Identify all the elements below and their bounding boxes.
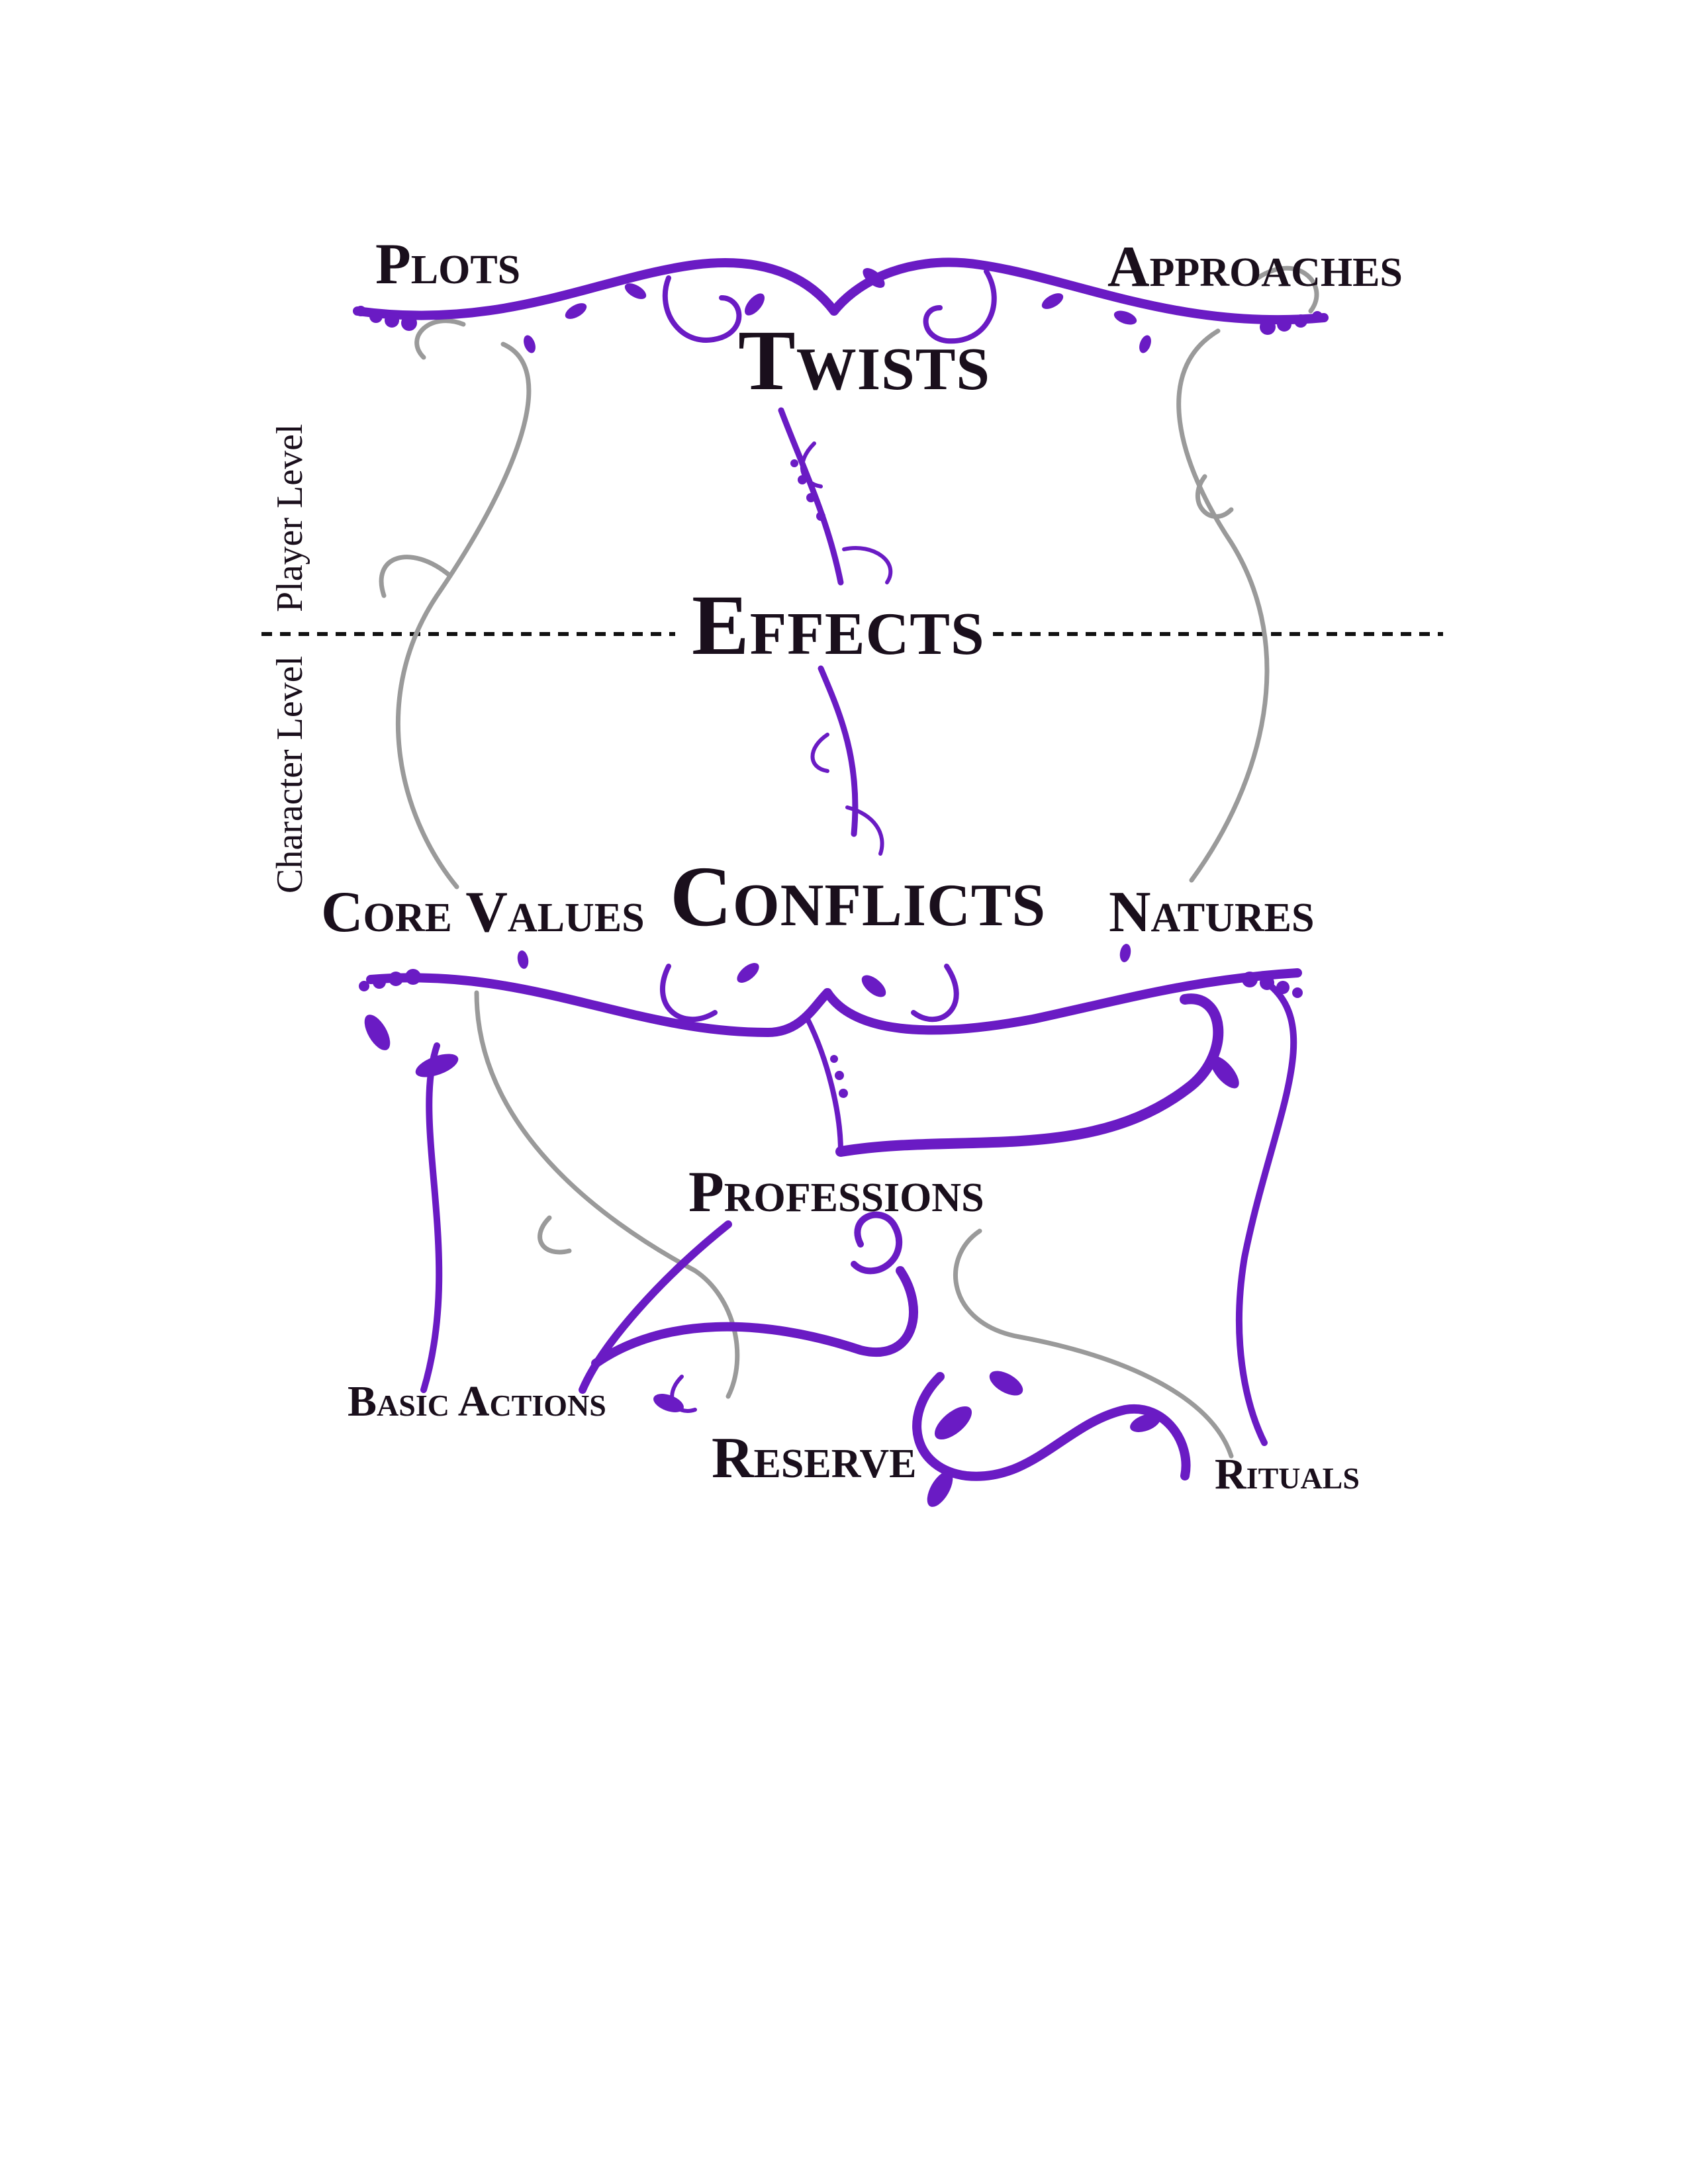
label-twists: Twists [738, 313, 991, 408]
label-character-level: Character Level [269, 655, 310, 893]
label-core-values: Core Values [321, 880, 645, 944]
label-rituals: Rituals [1215, 1450, 1360, 1498]
purple-beads-top [355, 306, 1323, 521]
label-reserve: Reserve [712, 1426, 917, 1490]
purple-leaves-lower [364, 944, 1239, 1507]
grey-frame-upper [379, 265, 1319, 889]
label-player-level: Player Level [269, 424, 310, 612]
label-plots: Plots [375, 232, 521, 296]
label-basic-actions: Basic Actions [348, 1377, 606, 1426]
label-effects: Effects [692, 578, 985, 673]
purple-leaves-top [524, 268, 1151, 353]
label-natures: Natures [1109, 880, 1315, 944]
purple-beads-lower [359, 969, 1303, 1098]
grey-frame-lower [474, 990, 1234, 1459]
label-professions: Professions [688, 1160, 984, 1224]
purple-vine-middle [810, 665, 884, 856]
purple-garland-lower [366, 964, 1302, 1481]
label-conflicts: Conflicts [670, 849, 1047, 944]
label-approaches: Approaches [1107, 235, 1403, 299]
